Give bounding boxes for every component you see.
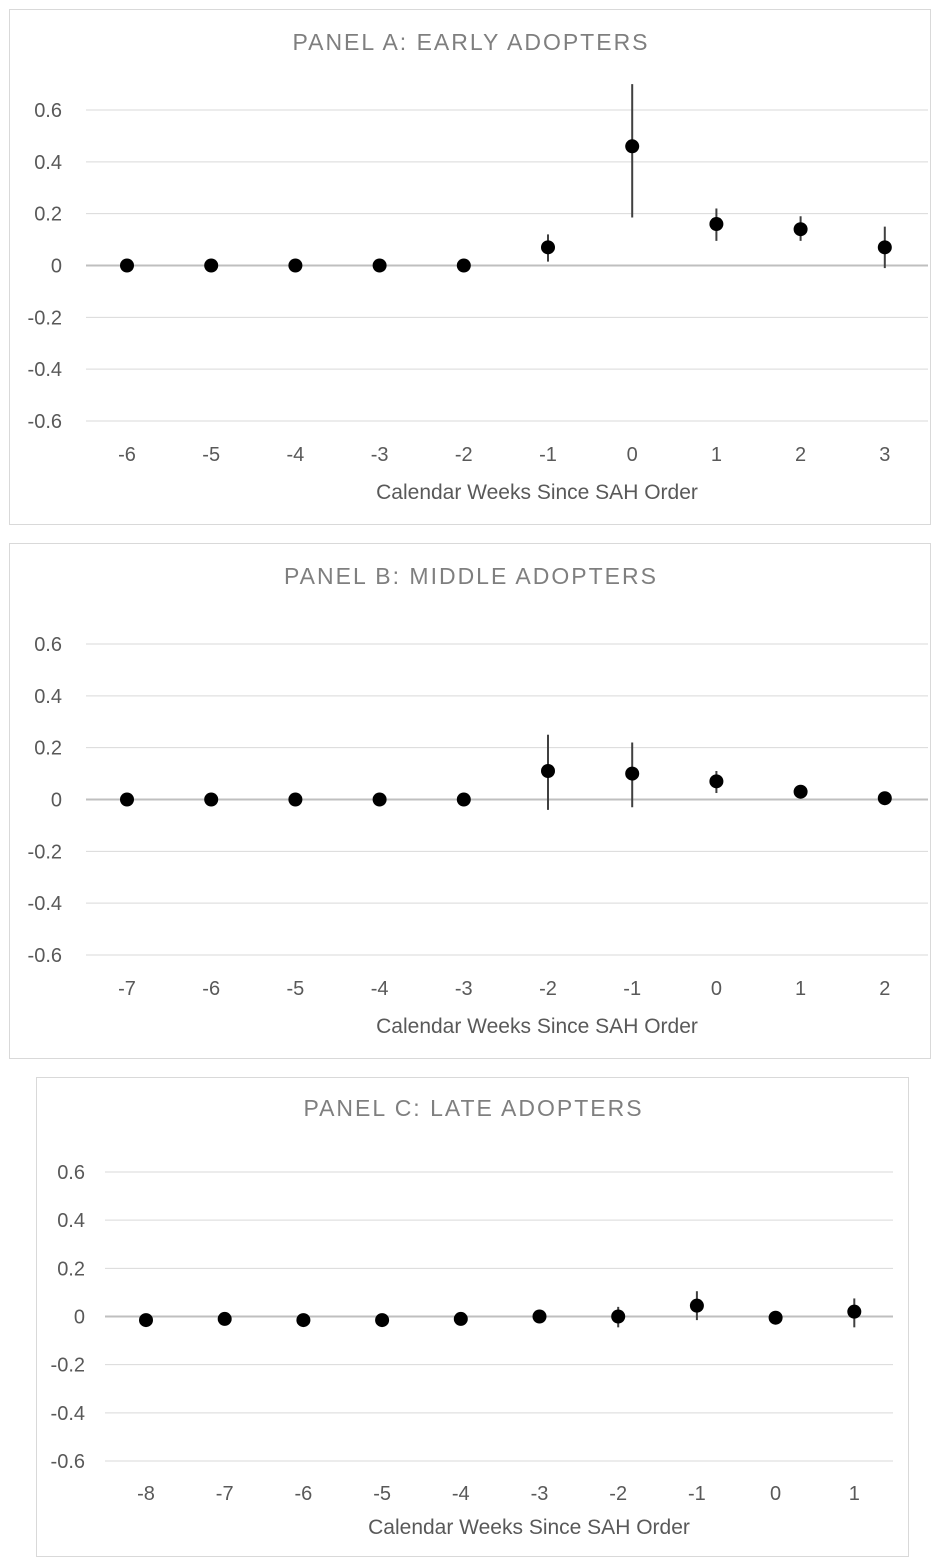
- x-tick-label: 1: [711, 444, 722, 466]
- y-tick-label: -0.4: [28, 359, 62, 381]
- data-point: [532, 1309, 547, 1324]
- y-tick-label: 0.2: [34, 738, 62, 760]
- data-point: [541, 240, 555, 255]
- y-tick-label: -0.2: [28, 841, 62, 863]
- x-tick-label: 3: [879, 444, 890, 466]
- y-tick-label: 0.6: [34, 634, 62, 656]
- y-tick-label: 0.2: [57, 1258, 85, 1280]
- x-tick-label: -6: [202, 978, 220, 1000]
- y-tick-label: -0.6: [28, 945, 62, 967]
- data-point: [120, 258, 134, 273]
- x-tick-label: 0: [711, 978, 722, 1000]
- data-point: [217, 1311, 232, 1326]
- x-tick-label: -1: [623, 978, 641, 1000]
- data-point: [288, 258, 303, 273]
- x-tick-label: -5: [373, 1483, 391, 1505]
- x-tick-label: -2: [539, 978, 557, 1000]
- x-tick-label: -7: [216, 1483, 234, 1505]
- scatter-chart: PANEL B: MIDDLE ADOPTERS 0.6 0.4 0.2 0 -0.2 -0…: [28, 563, 928, 1038]
- y-tick-label: 0.2: [34, 204, 62, 226]
- x-tick-label: -1: [688, 1483, 706, 1505]
- y-tick-label: 0.6: [34, 100, 62, 122]
- data-point: [877, 791, 892, 806]
- y-tick-label: -0.4: [28, 893, 62, 915]
- data-point: [204, 792, 219, 807]
- chart-title: PANEL A: EARLY ADOPTERS: [292, 29, 649, 55]
- x-tick-label: 2: [879, 978, 890, 1000]
- x-tick-label: -7: [118, 978, 136, 1000]
- y-tick-label: 0: [74, 1307, 85, 1329]
- data-point: [689, 1298, 704, 1313]
- x-tick-label: 2: [795, 444, 806, 466]
- y-tick-label: 0: [51, 790, 62, 812]
- x-tick-label: 1: [849, 1483, 860, 1505]
- x-tick-label: -6: [295, 1483, 313, 1505]
- x-tick-label: -2: [609, 1483, 627, 1505]
- data-point: [456, 792, 471, 807]
- x-tick-label: -3: [455, 978, 473, 1000]
- x-axis-title: Calendar Weeks Since SAH Order: [376, 481, 698, 504]
- data-point: [372, 792, 387, 807]
- y-tick-label: 0.4: [34, 686, 62, 708]
- data-point: [793, 784, 808, 799]
- x-tick-label: -4: [371, 978, 389, 1000]
- x-tick-label: -2: [455, 444, 473, 466]
- data-point: [793, 222, 808, 237]
- data-point: [375, 1313, 390, 1328]
- data-point: [453, 1311, 468, 1326]
- data-point: [625, 139, 640, 154]
- data-point: [139, 1313, 153, 1328]
- x-tick-label: -6: [118, 444, 136, 466]
- chart-title: PANEL C: LATE ADOPTERS: [303, 1095, 643, 1121]
- y-tick-label: -0.6: [28, 411, 62, 433]
- scatter-chart: PANEL A: EARLY ADOPTERS 0.6 0.4 0.2 0 -0.2 -0.…: [28, 29, 928, 504]
- x-tick-label: -5: [287, 978, 305, 1000]
- y-tick-label: -0.6: [51, 1451, 85, 1473]
- x-axis-title: Calendar Weeks Since SAH Order: [376, 1015, 698, 1038]
- x-tick-label: -4: [452, 1483, 470, 1505]
- x-tick-label: -3: [371, 444, 389, 466]
- y-tick-label: 0.4: [34, 152, 62, 174]
- y-tick-label: 0.4: [57, 1210, 85, 1232]
- x-tick-label: 0: [770, 1483, 781, 1505]
- scatter-chart: PANEL C: LATE ADOPTERS 0.6 0.4 0.2 0 -0.2 -0.4…: [51, 1095, 893, 1539]
- x-tick-label: -5: [202, 444, 220, 466]
- y-tick-label: -0.2: [51, 1355, 85, 1377]
- y-tick-label: -0.2: [28, 307, 62, 329]
- data-point: [877, 240, 892, 255]
- data-point: [204, 258, 219, 273]
- data-point: [120, 792, 134, 807]
- data-point: [611, 1309, 626, 1324]
- x-tick-label: -4: [287, 444, 305, 466]
- chart-title: PANEL B: MIDDLE ADOPTERS: [284, 563, 658, 589]
- panel-a: PANEL A: EARLY ADOPTERS 0.6 0.4 0.2 0 -0.2 -0.…: [9, 9, 931, 525]
- data-point: [709, 774, 724, 789]
- x-tick-label: 1: [795, 978, 806, 1000]
- x-axis-title: Calendar Weeks Since SAH Order: [368, 1516, 690, 1539]
- y-tick-label: -0.4: [51, 1403, 85, 1425]
- data-point: [625, 766, 640, 781]
- data-point: [296, 1313, 311, 1328]
- data-point: [456, 258, 471, 273]
- panel-c: PANEL C: LATE ADOPTERS 0.6 0.4 0.2 0 -0.2 -0.4…: [36, 1077, 909, 1557]
- panel-b: PANEL B: MIDDLE ADOPTERS 0.6 0.4 0.2 0 -0.2 -0…: [9, 543, 931, 1059]
- x-tick-label: 0: [627, 444, 638, 466]
- data-point: [541, 763, 555, 778]
- y-tick-label: 0.6: [57, 1162, 85, 1184]
- y-tick-label: 0: [51, 256, 62, 278]
- x-tick-label: -8: [137, 1483, 155, 1505]
- x-tick-label: -1: [539, 444, 557, 466]
- data-point: [768, 1310, 783, 1325]
- data-point: [372, 258, 387, 273]
- x-tick-label: -3: [531, 1483, 549, 1505]
- data-point: [847, 1304, 862, 1319]
- data-point: [709, 217, 724, 232]
- data-point: [288, 792, 303, 807]
